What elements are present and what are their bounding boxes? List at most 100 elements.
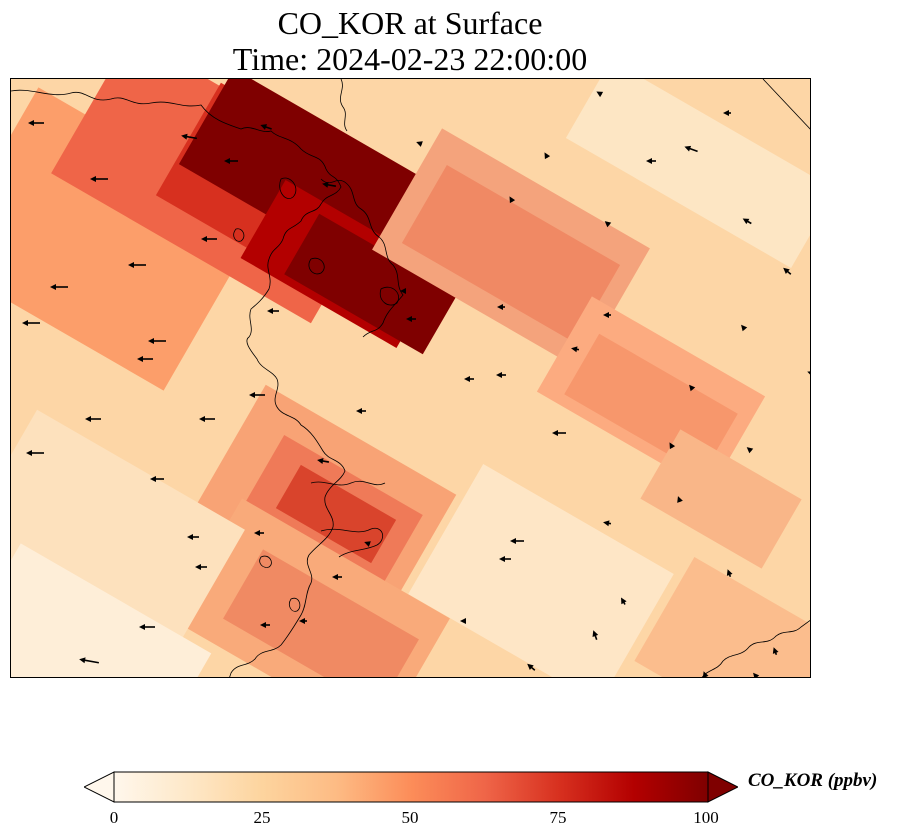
wind-arrow [187,534,199,540]
concentration-cell [408,464,674,677]
wind-arrow [195,564,207,570]
wind-arrow [702,671,709,677]
wind-arrow [783,267,792,275]
wind-arrow [201,236,217,242]
wind-arrow [50,284,68,290]
wind-arrow [128,262,146,268]
wind-vectors [22,91,811,677]
coastline-islands [233,177,399,612]
wind-arrow [322,181,337,188]
colorbar-tick-25: 25 [253,808,271,827]
wind-arrow [22,320,40,326]
wind-arrow [684,145,698,153]
wind-arrow [552,430,566,436]
wind-arrow [137,356,153,362]
wind-arrow [139,624,155,630]
concentration-cell [178,79,434,280]
wind-arrow [604,221,612,228]
coastline-northeast [762,79,810,130]
coastline-south [310,480,386,558]
wind-arrow [571,346,580,353]
wind-arrow [527,663,536,671]
colorbar-gradient [84,771,738,803]
concentration-cell [640,429,802,569]
wind-arrow [150,476,164,482]
wind-arrow [669,442,676,450]
wind-arrow [317,458,330,464]
wind-arrow [497,304,505,310]
wind-arrow [621,597,627,605]
wind-arrow [544,152,551,160]
wind-arrow [26,450,44,456]
wind-arrow [772,647,779,656]
colorbar-tick-50: 50 [401,808,419,827]
wind-arrow [79,657,99,664]
wind-arrow [807,370,810,377]
wind-arrow [603,520,612,527]
wind-arrow [741,324,748,332]
wind-arrow [592,630,599,640]
wind-arrow [742,218,752,225]
concentration-cell [565,79,810,268]
colorbar-tick-0: 0 [109,808,119,827]
wind-arrow [254,530,264,536]
wind-arrow [249,392,265,398]
wind-arrow [199,416,215,422]
colorbar-extend-min [84,771,115,803]
wind-arrow [689,384,696,392]
wind-arrow [746,447,754,454]
wind-arrow [460,618,466,624]
concentration-cell [11,409,245,669]
wind-arrow [603,312,611,318]
wind-arrow [726,569,733,578]
wind-arrow [596,91,604,98]
wind-arrow [332,574,342,580]
map-panel [10,78,811,678]
colorbar-tick-100: 100 [693,808,719,827]
colorbar-body [113,771,709,803]
concentration-cell [223,549,419,677]
colorbar [84,770,738,804]
coastline-southeast [701,619,810,677]
colorbar-label: CO_KOR (ppbv) [748,770,878,791]
wind-arrow [260,124,272,130]
wind-arrow [496,372,506,378]
colorbar-tick-75: 75 [549,808,567,827]
wind-arrow [464,376,474,382]
wind-arrow [510,538,524,544]
coastline [11,79,810,677]
wind-arrow [416,141,423,147]
wind-arrow [299,618,307,624]
wind-arrow [260,622,270,628]
coastline-north [340,79,348,132]
coastline-east [320,178,404,338]
wind-arrow [28,120,44,126]
colorbar-extend-max [707,771,738,803]
map-title-variable: CO_KOR at Surface [277,5,543,41]
wind-arrow [509,196,516,204]
wind-arrow [723,110,731,116]
wind-arrow [267,308,279,314]
map-canvas [11,79,811,677]
wind-arrow [148,338,166,344]
concentration-cell [401,165,621,343]
wind-arrow [85,416,101,422]
concentration-field [11,79,810,677]
concentration-cell [275,464,397,564]
wind-arrow [181,133,198,140]
wind-arrow [677,496,683,503]
wind-arrow [364,541,371,547]
coastline-west [11,89,346,677]
wind-arrow [224,158,238,164]
concentration-cell [11,87,264,391]
wind-arrow [400,288,406,294]
map-title-time: Time: 2024-02-23 22:00:00 [232,41,588,77]
wind-arrow [753,672,760,677]
wind-arrow [810,626,811,635]
concentration-cell [634,557,810,677]
wind-arrow [90,176,108,182]
wind-arrow [406,316,416,322]
wind-arrow [499,556,511,562]
wind-arrow [646,158,656,164]
wind-arrow [356,408,366,414]
